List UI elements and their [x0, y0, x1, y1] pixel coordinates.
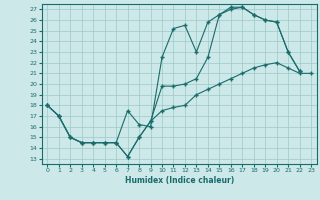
X-axis label: Humidex (Indice chaleur): Humidex (Indice chaleur): [124, 176, 234, 185]
